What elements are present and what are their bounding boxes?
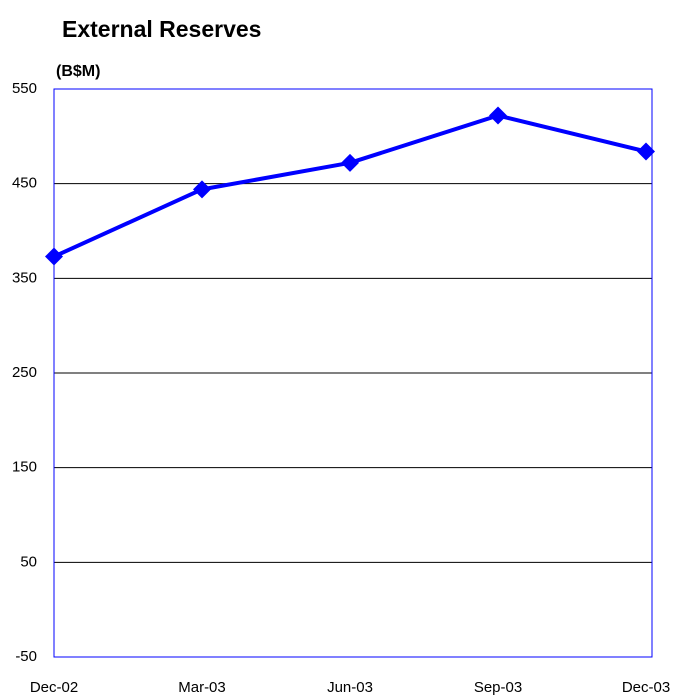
x-tick-label: Sep-03	[474, 679, 522, 696]
line	[53, 113, 647, 259]
y-tick-label: 350	[12, 269, 37, 286]
marker	[637, 142, 655, 161]
y-tick-label: -50	[15, 648, 37, 665]
marker	[193, 180, 211, 199]
marker	[341, 153, 359, 172]
plot-border	[53, 88, 653, 658]
x-tick-label: Dec-02	[30, 679, 78, 696]
y-tick-label: 550	[12, 80, 37, 97]
y-axis-label: (B$M)	[56, 63, 100, 80]
y-tick-label: 150	[12, 459, 37, 476]
y-tick-label: 250	[12, 364, 37, 381]
x-tick-label: Mar-03	[178, 679, 226, 696]
marker	[45, 247, 63, 266]
marker	[489, 106, 507, 125]
chart-title: External Reserves	[62, 16, 261, 42]
y-tick-label: 450	[12, 175, 37, 192]
x-tick-label: Dec-03	[622, 679, 670, 696]
x-tick-label: Jun-03	[327, 679, 373, 696]
y-tick-label: 50	[20, 553, 37, 570]
